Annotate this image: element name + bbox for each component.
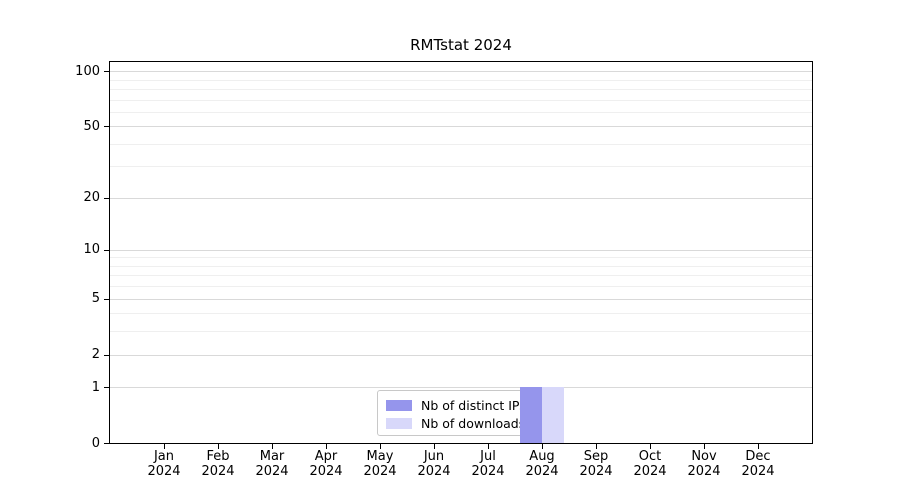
gridline-minor: [110, 166, 812, 168]
year-label: 2024: [201, 464, 235, 479]
gridline-major: [110, 387, 812, 389]
legend-item-distinct-ips: Nb of distinct IPs: [386, 396, 536, 414]
gridline-minor: [110, 275, 812, 277]
gridline-minor: [110, 313, 812, 315]
x-axis-tick: [164, 444, 165, 449]
legend-label-distinct-ips: Nb of distinct IPs: [421, 397, 526, 413]
month-label: May: [366, 449, 394, 464]
gridline-major: [110, 71, 812, 72]
y-axis-tick-label: 50: [83, 118, 100, 134]
bars-layer: [110, 62, 812, 443]
year-label: 2024: [309, 464, 343, 479]
y-axis-tick-label: 10: [83, 242, 100, 258]
x-axis-tick: [704, 444, 705, 449]
x-axis-tick-label: May 2024: [352, 449, 408, 479]
month-label: Jul: [480, 449, 496, 464]
y-axis-tick-label: 0: [91, 435, 100, 451]
legend-swatch-distinct-ips: [386, 399, 412, 411]
legend-label-downloads: Nb of downloads: [421, 415, 526, 431]
gridline-major: [110, 354, 812, 356]
x-axis-tick: [434, 444, 435, 449]
legend-item-downloads: Nb of downloads: [386, 414, 536, 432]
x-axis-tick: [488, 444, 489, 449]
month-label: Oct: [638, 449, 662, 464]
year-label: 2024: [741, 464, 775, 479]
gridline-minor: [110, 111, 812, 113]
bar-nb-of-downloads: [542, 387, 564, 443]
year-label: 2024: [471, 464, 505, 479]
month-label: Aug: [529, 449, 555, 464]
month-label: Dec: [745, 449, 771, 464]
x-axis-tick-label: Jun 2024: [406, 449, 462, 479]
year-label: 2024: [687, 464, 721, 479]
x-axis-tick-label: Feb 2024: [190, 449, 246, 479]
month-label: Nov: [691, 449, 717, 464]
y-axis-tick-label: 20: [83, 190, 100, 206]
year-label: 2024: [525, 464, 559, 479]
chart-title: RMTstat 2024: [410, 36, 512, 54]
year-label: 2024: [417, 464, 451, 479]
y-axis-tick-label: 5: [91, 291, 100, 307]
y-axis-tick-label: 1: [91, 379, 100, 395]
month-label: Jun: [423, 449, 445, 464]
gridline-major: [110, 197, 812, 199]
x-axis-tick: [380, 444, 381, 449]
year-label: 2024: [255, 464, 289, 479]
x-axis-tick: [272, 444, 273, 449]
gridlines-layer: [110, 62, 812, 443]
year-label: 2024: [363, 464, 397, 479]
y-axis-tick-label: 2: [91, 347, 100, 362]
x-axis-tick: [542, 444, 543, 449]
plot-area: Nb of distinct IPs Nb of downloads: [109, 61, 813, 444]
x-axis-tick-label: Apr 2024: [298, 449, 354, 479]
x-axis-tick-label: Jan 2024: [136, 449, 192, 479]
year-label: 2024: [147, 464, 181, 479]
gridline-minor: [110, 257, 812, 259]
x-axis-tick: [218, 444, 219, 449]
legend: Nb of distinct IPs Nb of downloads: [377, 390, 545, 436]
gridline-minor: [110, 265, 812, 267]
month-label: Sep: [583, 449, 609, 464]
x-axis-tick-label: Mar 2024: [244, 449, 300, 479]
gridline-major: [110, 298, 812, 300]
gridline-major: [110, 249, 812, 251]
year-label: 2024: [579, 464, 613, 479]
x-axis-tick: [326, 444, 327, 449]
x-axis-tick: [596, 444, 597, 449]
gridline-minor: [110, 286, 812, 288]
gridline-major: [110, 126, 812, 128]
gridline-minor: [110, 88, 812, 90]
month-label: Jan: [153, 449, 175, 464]
x-axis-tick: [650, 444, 651, 449]
legend-layer: Nb of distinct IPs Nb of downloads: [110, 62, 812, 443]
x-axis-tick-label: Nov 2024: [676, 449, 732, 479]
x-axis-tick-label: Sep 2024: [568, 449, 624, 479]
x-axis-tick-label: Jul 2024: [460, 449, 516, 479]
x-axis-tick-label: Aug 2024: [514, 449, 570, 479]
year-label: 2024: [633, 464, 667, 479]
y-axis-tick-label: 100: [75, 63, 100, 79]
month-label: Mar: [259, 449, 285, 464]
x-axis-tick-label: Oct 2024: [622, 449, 678, 479]
gridline-minor: [110, 99, 812, 101]
bar-nb-of-distinct-ips: [520, 387, 542, 443]
x-axis-tick-label: Dec 2024: [730, 449, 786, 479]
gridline-minor: [110, 331, 812, 333]
gridline-minor: [110, 79, 812, 81]
x-axis-tick: [758, 444, 759, 449]
month-label: Feb: [206, 449, 230, 464]
legend-swatch-downloads: [386, 417, 412, 429]
month-label: Apr: [314, 449, 338, 464]
gridline-minor: [110, 143, 812, 145]
